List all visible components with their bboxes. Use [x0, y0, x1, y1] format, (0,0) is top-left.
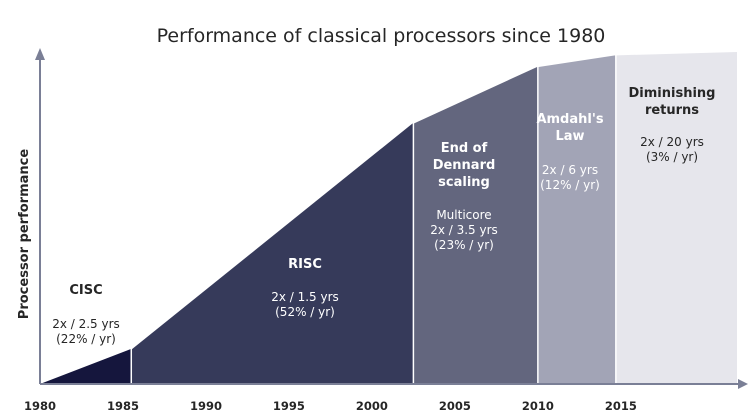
era-area [414, 66, 538, 384]
era-name: Dennard [433, 158, 496, 173]
chart-title: Performance of classical processors sinc… [157, 25, 606, 47]
era-name: scaling [438, 175, 490, 190]
era-rate: 2x / 20 yrs [640, 135, 704, 149]
x-axis-arrow-icon [738, 379, 748, 389]
era-name: returns [645, 103, 699, 118]
era-rate: (23% / yr) [434, 238, 494, 252]
y-axis-label: Processor performance [17, 149, 32, 320]
y-axis-arrow-icon [35, 48, 45, 60]
x-tick-label: 1990 [190, 399, 222, 413]
era-name: Law [555, 129, 584, 144]
axes [35, 48, 748, 389]
era-rate: (12% / yr) [540, 178, 600, 192]
x-tick-label: 2000 [356, 399, 388, 413]
era-labels: CISC 2x / 2.5 yrs(22% / yr) RISC 2x / 1.5 y… [52, 86, 715, 346]
era-rate: (3% / yr) [646, 150, 698, 164]
era-area [616, 52, 737, 384]
era-area [132, 123, 413, 384]
era-area [538, 55, 616, 384]
era-name: End of [441, 141, 488, 156]
era-rate: (22% / yr) [56, 332, 116, 346]
era-rate: (52% / yr) [275, 305, 335, 319]
x-axis-ticks: 1980 1985 1990 1995 2000 2005 2010 2015 [24, 399, 637, 413]
era-area [40, 349, 131, 384]
era-rate: Multicore [436, 208, 491, 222]
era-rate: 2x / 6 yrs [542, 163, 598, 177]
x-tick-label: 1980 [24, 399, 56, 413]
x-tick-label: 2005 [439, 399, 471, 413]
era-name: Amdahl's [536, 112, 603, 127]
era-areas [40, 52, 737, 384]
era-rate: 2x / 2.5 yrs [52, 317, 120, 331]
x-tick-label: 2010 [522, 399, 554, 413]
era-rate: 2x / 1.5 yrs [271, 290, 339, 304]
x-tick-label: 1985 [107, 399, 139, 413]
x-tick-label: 2015 [605, 399, 637, 413]
era-rate: 2x / 3.5 yrs [430, 223, 498, 237]
era-name: Diminishing [629, 86, 716, 101]
era-name: CISC [69, 283, 102, 298]
era-name: RISC [288, 257, 322, 272]
x-tick-label: 1995 [273, 399, 305, 413]
